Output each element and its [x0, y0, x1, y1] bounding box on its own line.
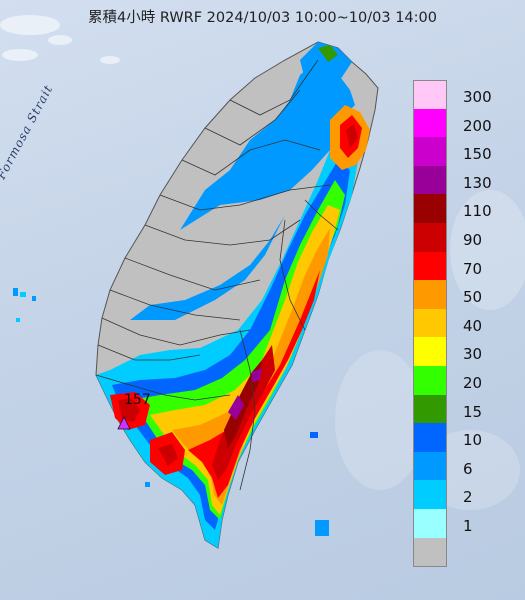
legend-label: 150 [463, 145, 492, 164]
rain-layers [96, 42, 370, 548]
legend-label: 10 [463, 431, 483, 450]
legend-label: 110 [463, 202, 492, 221]
legend-swatch [413, 223, 447, 253]
legend-swatch [413, 509, 447, 539]
legend-label: 15 [463, 402, 483, 421]
legend-label: 200 [463, 116, 492, 135]
legend-swatch [413, 394, 447, 424]
legend-swatch [413, 537, 447, 567]
legend-swatch [413, 251, 447, 281]
county-boundaries [95, 59, 339, 491]
legend-swatch [413, 165, 447, 195]
legend-label: 1 [463, 517, 473, 535]
legend-label: 70 [463, 259, 483, 278]
legend-swatch [413, 423, 447, 453]
legend-swatch [413, 480, 447, 510]
legend-swatch [413, 366, 447, 396]
legend-swatch [413, 280, 447, 310]
legend-label: 2 [463, 488, 473, 507]
offshore-echo [13, 288, 329, 536]
legend-label: 30 [463, 345, 483, 364]
legend-label: 6 [463, 459, 473, 478]
map-title: 累積4小時 RWRF 2024/10/03 10:00~10/03 14:00 [88, 10, 437, 26]
legend-label: 300 [463, 88, 492, 106]
legend-swatch [413, 337, 447, 367]
legend-swatch [413, 451, 447, 481]
legend-swatch [413, 108, 447, 138]
legend-label: 40 [463, 316, 483, 335]
legend-label: 130 [463, 173, 492, 192]
legend-label: 90 [463, 231, 483, 249]
legend-label: 20 [463, 374, 483, 392]
legend-swatch [413, 194, 447, 224]
max-rainfall-marker [117, 416, 131, 430]
legend-label: 50 [463, 288, 483, 307]
max-value-label: 157 [124, 392, 151, 408]
legend-swatch [413, 80, 447, 110]
legend-swatch [413, 308, 447, 338]
legend-swatch [413, 137, 447, 167]
